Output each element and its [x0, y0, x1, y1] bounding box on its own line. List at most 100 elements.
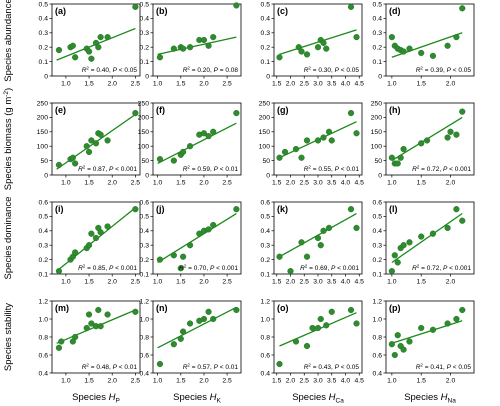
y-tick-label: 0.1 [140, 271, 150, 278]
x-tick-label: 1.5 [416, 279, 426, 286]
data-point [85, 242, 93, 249]
x-tick-label: 1.0 [153, 279, 163, 286]
x-tick-label: 2.0 [107, 279, 117, 286]
stats-annotation: R2 = 0.59, P < 0.01 [183, 165, 239, 174]
x-tick-label: 2.0 [286, 279, 296, 286]
y-tick-label: 200 [371, 115, 383, 122]
data-point [391, 351, 398, 359]
data-point [69, 154, 76, 161]
data-point [200, 36, 208, 44]
y-axis-title: Species stability [3, 303, 14, 371]
data-point [170, 341, 177, 348]
data-point [298, 154, 305, 161]
data-point [97, 323, 104, 330]
x-tick-label: 1.0 [153, 378, 163, 385]
y-tick-label: 150 [37, 129, 49, 136]
data-point [186, 143, 194, 150]
x-tick-label: 1.0 [61, 180, 71, 187]
y-tick-label: 0.3 [261, 30, 271, 37]
data-point [453, 315, 460, 323]
regression-line [157, 306, 237, 349]
data-point [55, 344, 63, 351]
plot-frame [152, 3, 242, 77]
y-tick-label: 1.0 [39, 316, 49, 323]
x-tick-label: 4.5 [355, 378, 365, 385]
regression-line [157, 122, 237, 165]
data-point [72, 160, 79, 167]
y-tick-label: 0.5 [261, 1, 271, 8]
x-tick-label: 2.0 [107, 180, 117, 187]
y-tick-label: 0.8 [261, 334, 271, 341]
panel-p: 1.0 1.5 2.0 0.4 0.6 0.8 1.0 1.2 (p) R2 = 0.41, P … [373, 298, 475, 385]
x-tick-label: 1.5 [84, 180, 94, 187]
regression-line [391, 212, 463, 264]
panel-label: (p) [389, 303, 401, 313]
y-tick-label: 0.4 [373, 16, 383, 23]
y-tick-label: 0.1 [39, 59, 49, 66]
y-tick-label: 100 [259, 144, 271, 151]
x-tick-label: 2.0 [286, 81, 296, 88]
data-point [104, 311, 111, 318]
y-tick-label: 0.3 [373, 243, 383, 250]
data-point [394, 160, 401, 167]
panel-label: (f) [156, 105, 165, 115]
y-tick-label: 0.6 [261, 199, 271, 206]
x-tick-label: 2.0 [107, 378, 117, 385]
data-point [353, 320, 360, 327]
data-point [95, 306, 102, 314]
y-tick-label: 0.6 [373, 352, 383, 359]
data-point [418, 324, 425, 332]
panel-b: 1.0 1.5 2.0 2.5 0 0.1 0.2 0.3 0.4 0.5 (b) R2 = 0.20… [140, 1, 242, 88]
panel-label: (l) [389, 204, 398, 214]
data-point [276, 253, 283, 260]
data-point [444, 134, 451, 141]
data-point [328, 137, 335, 144]
y-tick-label: 0.4 [39, 228, 49, 235]
y-tick-label: 0 [145, 172, 149, 179]
data-point [444, 320, 451, 327]
y-tick-label: 0.4 [140, 16, 150, 23]
y-tick-label: 0 [266, 172, 270, 179]
data-point [104, 34, 111, 41]
data-point [314, 137, 322, 144]
data-point [459, 217, 466, 224]
panel-g: 1.5 2.0 2.5 3.0 3.5 4.0 4.5 0 50 100 150 200 250 (g) R… [259, 100, 365, 186]
data-point [323, 322, 330, 329]
data-point [388, 268, 395, 275]
x-tick-label: 2.5 [222, 378, 232, 385]
data-point [233, 206, 240, 213]
x-tick-label: 1.5 [176, 81, 186, 88]
stats-annotation: R2 = 0.69, P < 0.001 [300, 264, 359, 273]
data-point [391, 252, 398, 259]
data-point [303, 253, 311, 260]
y-tick-label: 0.2 [373, 45, 383, 52]
x-tick-label: 2.0 [199, 81, 209, 88]
data-point [400, 48, 407, 55]
data-point [177, 335, 184, 342]
data-point [388, 34, 395, 41]
y-tick-label: 0 [266, 73, 270, 80]
x-tick-label: 3.5 [327, 180, 337, 187]
panel-label: (o) [277, 303, 289, 313]
y-tick-label: 0.4 [39, 370, 49, 377]
x-tick-label: 1.5 [272, 81, 282, 88]
x-tick-label: 3.5 [327, 81, 337, 88]
data-point [453, 34, 460, 41]
x-tick-label: 4.0 [341, 180, 351, 187]
x-tick-label: 1.5 [272, 180, 282, 187]
y-tick-label: 0.1 [373, 271, 383, 278]
y-tick-label: 150 [259, 129, 271, 136]
data-point [453, 206, 460, 213]
data-point [97, 229, 104, 236]
y-tick-label: 0.4 [261, 228, 271, 235]
x-tick-label: 2.0 [199, 180, 209, 187]
panel-j: 1.0 1.5 2.0 2.5 0.1 0.2 0.3 0.4 0.5 0.6 (j) R2 = 0.… [140, 199, 242, 286]
y-tick-label: 0.6 [140, 352, 150, 359]
y-tick-label: 0.8 [39, 334, 49, 341]
data-point [353, 130, 360, 137]
data-point [317, 242, 324, 249]
stats-annotation: R2 = 0.41, P < 0.05 [416, 363, 472, 372]
data-point [314, 324, 322, 332]
y-tick-label: 0.2 [39, 257, 49, 264]
data-point [210, 34, 217, 41]
